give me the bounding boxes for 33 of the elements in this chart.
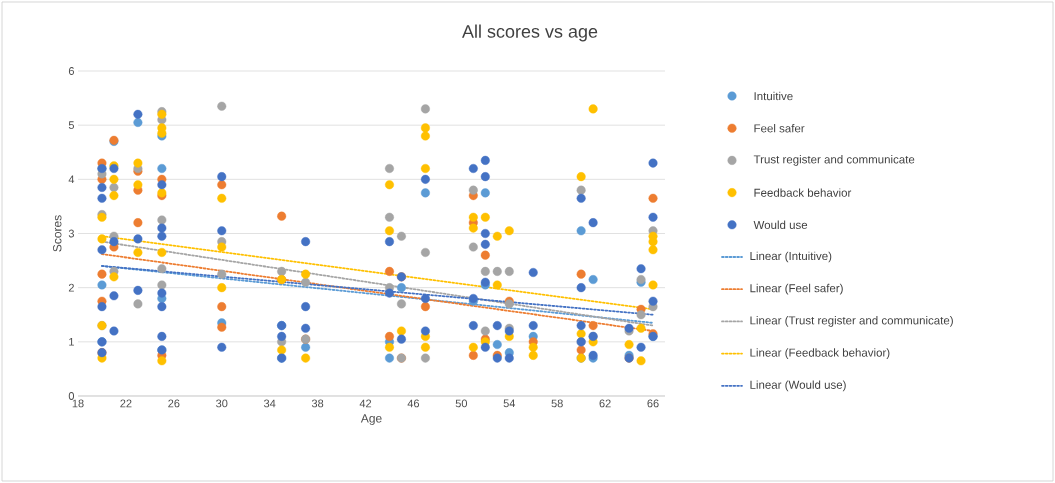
legend-label: Trust register and communicate bbox=[753, 155, 915, 166]
x-tick-label: 58 bbox=[551, 399, 563, 408]
x-tick-label: 50 bbox=[455, 399, 468, 408]
x-tick-label: 18 bbox=[72, 399, 84, 408]
y-axis-title: Scores bbox=[52, 215, 62, 252]
legend-label: Feedback behavior bbox=[754, 188, 852, 197]
x-tick-label: 42 bbox=[359, 399, 372, 408]
y-tick-label: 0 bbox=[68, 392, 75, 400]
legend-label: Intuitive bbox=[754, 91, 793, 101]
legend-label: Linear (Feel safer) bbox=[750, 283, 843, 295]
x-tick-label: 66 bbox=[647, 399, 659, 408]
chart-title: All scores vs age bbox=[462, 24, 598, 42]
y-tick-label: 2 bbox=[68, 283, 74, 292]
x-tick-label: 62 bbox=[599, 399, 611, 408]
legend-label: Linear (Intuitive) bbox=[750, 251, 832, 263]
x-tick-label: 54 bbox=[503, 399, 516, 408]
x-tick-label: 26 bbox=[168, 399, 180, 408]
legend-label: Feel safer bbox=[754, 123, 805, 133]
y-tick-label: 5 bbox=[68, 121, 74, 130]
x-tick-label: 30 bbox=[216, 399, 228, 408]
legend-label: Linear (Trust register and communicate) bbox=[750, 316, 953, 327]
legend-label: Would use bbox=[753, 220, 808, 230]
x-tick-label: 34 bbox=[263, 399, 276, 408]
y-tick-label: 4 bbox=[68, 175, 75, 184]
y-tick-label: 3 bbox=[68, 229, 74, 238]
legend-label: Linear (Would use) bbox=[750, 380, 846, 392]
y-tick-label: 6 bbox=[68, 67, 74, 75]
legend-label: Linear (Feedback behavior) bbox=[750, 348, 890, 359]
x-tick-label: 46 bbox=[407, 399, 420, 408]
x-tick-label: 38 bbox=[311, 399, 324, 408]
x-tick-label: 22 bbox=[120, 399, 132, 408]
x-axis-title: Age bbox=[360, 414, 382, 425]
y-tick-label: 1 bbox=[69, 338, 74, 346]
